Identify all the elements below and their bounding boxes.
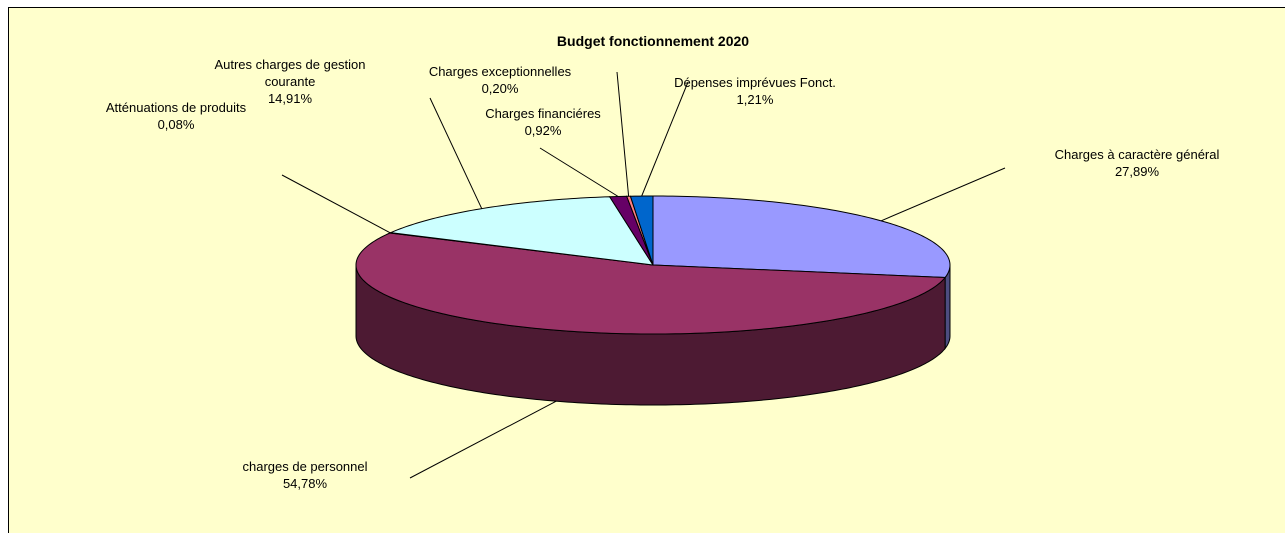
category-label: Charges exceptionnelles xyxy=(428,64,572,79)
data-label: Autres charges de gestion courante 14,91% xyxy=(200,56,380,107)
slice-side xyxy=(944,264,951,350)
leader-line xyxy=(409,400,557,479)
slice xyxy=(355,232,947,335)
data-label: charges de personnel 54,78% xyxy=(242,458,367,492)
value-label: 0,20% xyxy=(481,81,519,96)
leader-line xyxy=(539,147,619,197)
slice xyxy=(652,195,951,278)
category-label: Charges à caractère général xyxy=(1054,147,1220,162)
category-label: Autres charges de gestion courante xyxy=(214,57,366,89)
category-label: Dépenses imprévues Fonct. xyxy=(674,75,836,90)
chart-title: Budget fonctionnement 2020 xyxy=(556,33,750,49)
value-label: 54,78% xyxy=(282,476,328,491)
category-label: Charges financiéres xyxy=(485,106,601,121)
data-label: Dépenses imprévues Fonct. 1,21% xyxy=(674,74,836,108)
data-label: Charges exceptionnelles 0,20% xyxy=(429,63,571,97)
data-label: Charges à caractère général 27,89% xyxy=(1055,146,1220,180)
leader-line xyxy=(429,97,483,209)
leader-line xyxy=(641,81,689,197)
slice xyxy=(629,195,654,266)
leader-line xyxy=(281,174,391,234)
value-label: 27,89% xyxy=(1114,164,1160,179)
value-label: 1,21% xyxy=(736,92,774,107)
category-label: charges de personnel xyxy=(242,459,368,474)
value-label: 0,92% xyxy=(524,123,562,138)
data-label: Charges financiéres 0,92% xyxy=(485,105,601,139)
leader-line xyxy=(616,71,630,197)
value-label: 14,91% xyxy=(267,91,313,106)
value-label: 0,08% xyxy=(157,117,195,132)
slice xyxy=(388,196,654,266)
category-label: Atténuations de produits xyxy=(105,100,247,115)
leader-line xyxy=(881,167,1006,222)
data-label: Atténuations de produits 0,08% xyxy=(106,99,246,133)
